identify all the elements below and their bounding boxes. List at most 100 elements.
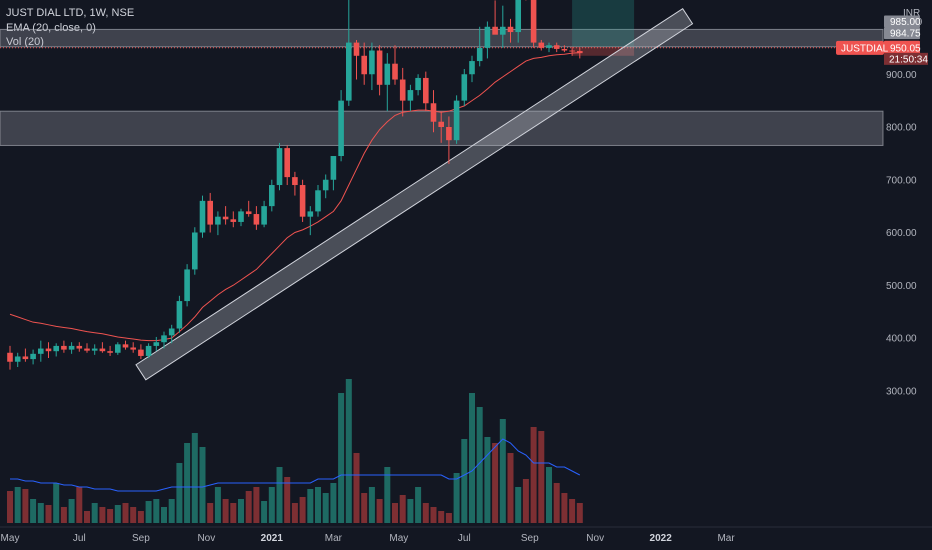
x-axis-label: Nov: [586, 533, 604, 544]
candle[interactable]: [192, 232, 198, 270]
legend-title[interactable]: JUST DIAL LTD, 1W, NSE: [6, 7, 135, 19]
volume-bar: [122, 503, 129, 523]
candle[interactable]: [500, 26, 506, 35]
trend-channel[interactable]: [135, 7, 694, 381]
candle[interactable]: [199, 200, 206, 233]
ema-line[interactable]: [9, 52, 580, 342]
candle[interactable]: [423, 77, 429, 104]
candle[interactable]: [361, 55, 367, 75]
volume-bar: [238, 499, 244, 523]
volume-bar: [430, 507, 437, 523]
candle[interactable]: [577, 51, 583, 54]
candle[interactable]: [438, 121, 444, 127]
candle[interactable]: [346, 42, 352, 101]
candle[interactable]: [530, 0, 537, 43]
candle[interactable]: [292, 177, 298, 186]
candle[interactable]: [284, 148, 290, 178]
candle[interactable]: [238, 211, 244, 222]
candle[interactable]: [315, 190, 321, 212]
candle[interactable]: [84, 348, 90, 351]
legend-volume[interactable]: Vol (20): [6, 36, 44, 48]
candle[interactable]: [215, 216, 221, 225]
candle[interactable]: [22, 356, 29, 360]
candle[interactable]: [399, 79, 406, 101]
volume-bar: [207, 503, 214, 523]
candle[interactable]: [45, 348, 52, 352]
candle[interactable]: [384, 63, 391, 85]
candle[interactable]: [176, 301, 183, 329]
candle[interactable]: [253, 214, 260, 225]
candle[interactable]: [168, 328, 175, 336]
candle[interactable]: [76, 345, 83, 349]
candle[interactable]: [61, 345, 67, 350]
y-axis-label: 900.00: [886, 70, 917, 81]
volume-bar: [307, 489, 314, 523]
candle[interactable]: [30, 353, 36, 360]
candle[interactable]: [138, 349, 144, 356]
candle[interactable]: [107, 351, 113, 353]
price-tag: [884, 41, 920, 54]
candle[interactable]: [130, 347, 136, 350]
candle[interactable]: [153, 342, 160, 346]
candle[interactable]: [561, 48, 568, 51]
candle[interactable]: [7, 352, 13, 362]
countdown-tag: [884, 52, 928, 65]
candle[interactable]: [484, 26, 491, 48]
target-zone[interactable]: [572, 0, 635, 47]
candle[interactable]: [507, 26, 514, 33]
candle[interactable]: [569, 50, 575, 52]
candle[interactable]: [515, 0, 521, 33]
candle[interactable]: [392, 63, 398, 80]
candle[interactable]: [446, 127, 452, 141]
candle[interactable]: [245, 211, 252, 215]
candle[interactable]: [14, 356, 21, 362]
candle[interactable]: [230, 219, 237, 222]
volume-bar: [276, 467, 283, 523]
candle[interactable]: [38, 348, 44, 354]
candle[interactable]: [369, 50, 375, 75]
candle[interactable]: [407, 90, 414, 101]
volume-bar: [530, 427, 537, 523]
candle[interactable]: [299, 185, 306, 217]
volume-bar: [214, 487, 221, 523]
candle[interactable]: [546, 45, 552, 48]
legend-ema[interactable]: EMA (20, close, 0): [6, 21, 96, 34]
candle[interactable]: [461, 74, 468, 101]
candle[interactable]: [469, 61, 475, 75]
candle[interactable]: [122, 344, 129, 348]
candle[interactable]: [53, 345, 59, 352]
candle[interactable]: [161, 335, 167, 343]
candle[interactable]: [330, 156, 337, 180]
candle[interactable]: [269, 185, 275, 207]
candle[interactable]: [261, 206, 267, 225]
candle[interactable]: [492, 26, 498, 35]
candle[interactable]: [553, 45, 560, 49]
volume-bar: [37, 503, 44, 523]
candle[interactable]: [353, 42, 360, 56]
candle[interactable]: [322, 179, 329, 191]
candle[interactable]: [145, 345, 152, 356]
support-zone[interactable]: [0, 28, 884, 48]
candle[interactable]: [307, 211, 314, 217]
candle[interactable]: [99, 348, 106, 352]
symbol-tag-text: JUSTDIAL: [841, 43, 889, 54]
x-axis-label: May: [1, 533, 20, 544]
candle[interactable]: [276, 148, 283, 186]
stop-zone[interactable]: [572, 46, 635, 56]
candle[interactable]: [338, 100, 344, 157]
candle[interactable]: [415, 77, 421, 91]
candle[interactable]: [222, 216, 229, 220]
candle[interactable]: [376, 50, 383, 85]
candle[interactable]: [430, 103, 437, 122]
volume-bar: [14, 487, 21, 523]
candle[interactable]: [476, 47, 483, 62]
candle[interactable]: [453, 100, 460, 141]
candle[interactable]: [115, 344, 121, 353]
candle[interactable]: [68, 345, 75, 350]
candle[interactable]: [207, 200, 213, 225]
candle[interactable]: [538, 42, 545, 48]
volume-bar: [130, 507, 137, 523]
candle[interactable]: [184, 269, 190, 302]
candle[interactable]: [91, 348, 98, 351]
